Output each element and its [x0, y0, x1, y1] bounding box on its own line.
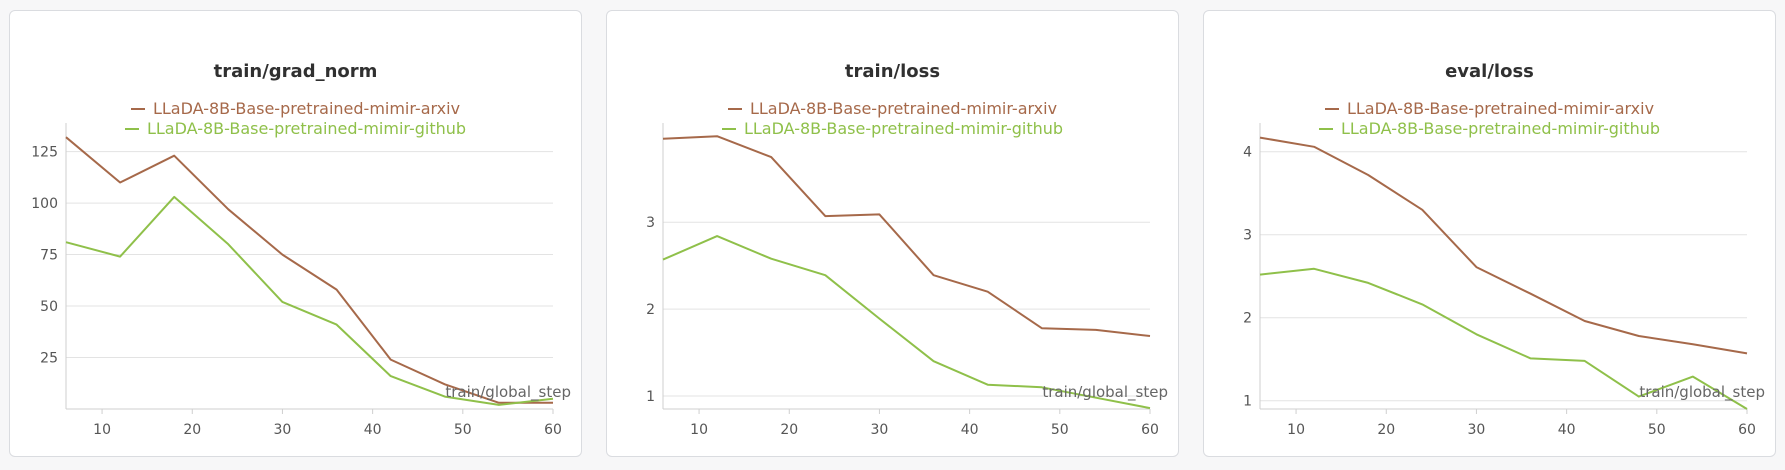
chart-svg: 25 50 75 100 125 10 20 30 40 50 60 train/global_ste… [31, 123, 571, 438]
y-tick-label: 75 [40, 248, 58, 264]
y-tick-label: 100 [31, 196, 58, 212]
y-tick-label: 4 [1243, 145, 1252, 161]
legend-item-github[interactable]: LLaDA-8B-Base-pretrained-mimir-github [721, 119, 1064, 138]
y-tick-label: 3 [1243, 228, 1252, 244]
series-line-arxiv [65, 136, 553, 404]
y-tick-label: 1 [1243, 394, 1252, 410]
series-line-arxiv [1259, 136, 1748, 355]
series-line-github [65, 195, 554, 406]
chart-title: eval/loss [1445, 61, 1534, 82]
x-tick-label: 30 [1468, 422, 1486, 438]
chart-panel-train-loss: 1 2 3 10 20 30 40 50 60 train/global_step train/l… [606, 10, 1179, 457]
x-axis-label: train/global_step [1042, 383, 1168, 402]
x-tick-label: 20 [183, 422, 201, 438]
x-tick-label: 20 [780, 422, 798, 438]
chart-panel-eval-loss: 1 2 3 4 10 20 30 40 50 60 train/global_step eval/l… [1203, 10, 1776, 457]
legend-item-arxiv[interactable]: LLaDA-8B-Base-pretrained-mimir-arxiv [727, 99, 1058, 118]
legend: LLaDA-8B-Base-pretrained-mimir-arxiv LLa… [10, 100, 581, 137]
legend-item-github[interactable]: LLaDA-8B-Base-pretrained-mimir-github [1318, 119, 1661, 138]
legend-label-github: LLaDA-8B-Base-pretrained-mimir-github [146, 119, 467, 138]
x-tick-label: 40 [364, 422, 382, 438]
legend-label-arxiv: LLaDA-8B-Base-pretrained-mimir-arxiv [152, 99, 461, 118]
legend-swatch-arxiv [130, 107, 145, 110]
x-tick-label: 50 [1051, 422, 1069, 438]
y-tick-label: 25 [40, 351, 58, 367]
x-tick-label: 10 [690, 422, 708, 438]
x-tick-label: 60 [544, 422, 562, 438]
x-tick-label: 30 [274, 422, 292, 438]
legend: LLaDA-8B-Base-pretrained-mimir-arxiv LLa… [1204, 100, 1775, 137]
x-tick-label: 50 [454, 422, 472, 438]
legend-item-arxiv[interactable]: LLaDA-8B-Base-pretrained-mimir-arxiv [1324, 99, 1655, 118]
x-tick-label: 40 [961, 422, 979, 438]
x-tick-label: 10 [1287, 422, 1305, 438]
x-tick-label: 40 [1558, 422, 1576, 438]
legend-swatch-github [124, 127, 139, 130]
legend: LLaDA-8B-Base-pretrained-mimir-arxiv LLa… [607, 100, 1178, 137]
x-tick-label: 60 [1141, 422, 1159, 438]
x-tick-label: 10 [93, 422, 111, 438]
legend-item-github[interactable]: LLaDA-8B-Base-pretrained-mimir-github [124, 119, 467, 138]
chart-panel-grad-norm: 25 50 75 100 125 10 20 30 40 50 60 train/global_ste… [9, 10, 582, 457]
legend-swatch-github [1318, 127, 1333, 130]
legend-label-arxiv: LLaDA-8B-Base-pretrained-mimir-arxiv [1346, 99, 1655, 118]
legend-swatch-github [721, 127, 736, 130]
legend-swatch-arxiv [727, 107, 742, 110]
chart-title: train/grad_norm [213, 61, 378, 82]
x-axis-label: train/global_step [1639, 383, 1765, 402]
legend-swatch-arxiv [1324, 107, 1339, 110]
x-axis-label: train/global_step [445, 383, 571, 402]
y-tick-label: 3 [646, 215, 655, 231]
y-tick-label: 125 [31, 145, 58, 161]
chart-svg: 1 2 3 4 10 20 30 40 50 60 train/global_step [1243, 123, 1765, 438]
y-tick-label: 2 [1243, 311, 1252, 327]
chart-title: train/loss [844, 61, 941, 82]
series-line-github [1259, 267, 1748, 410]
chart-svg: 1 2 3 10 20 30 40 50 60 train/global_step [646, 123, 1168, 438]
legend-label-github: LLaDA-8B-Base-pretrained-mimir-github [1340, 119, 1661, 138]
legend-item-arxiv[interactable]: LLaDA-8B-Base-pretrained-mimir-arxiv [130, 99, 461, 118]
x-tick-label: 60 [1738, 422, 1756, 438]
series-line-arxiv [662, 135, 1151, 337]
series-line-github [662, 235, 1151, 410]
y-tick-label: 50 [40, 299, 58, 315]
x-tick-label: 20 [1377, 422, 1395, 438]
legend-label-arxiv: LLaDA-8B-Base-pretrained-mimir-arxiv [749, 99, 1058, 118]
legend-label-github: LLaDA-8B-Base-pretrained-mimir-github [743, 119, 1064, 138]
x-tick-label: 50 [1648, 422, 1666, 438]
y-tick-label: 2 [646, 302, 655, 318]
y-tick-label: 1 [646, 389, 655, 405]
x-tick-label: 30 [871, 422, 889, 438]
